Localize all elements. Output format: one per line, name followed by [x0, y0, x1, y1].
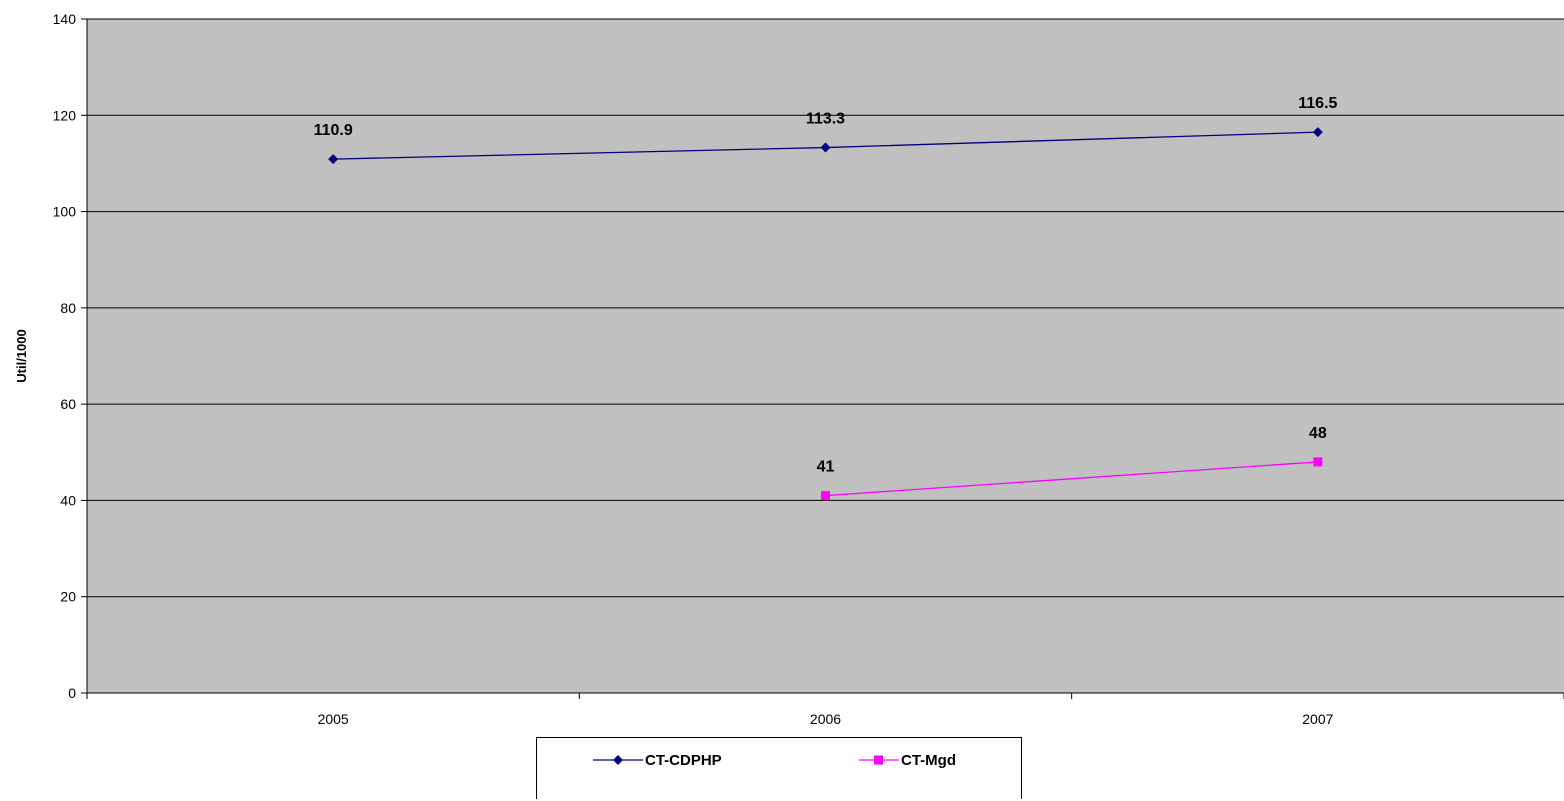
x-tick-label-2006: 2006: [810, 711, 841, 727]
data-label-ct-cdphp-2005: 110.9: [314, 122, 353, 139]
point-ct-cdphp-2007: [1312, 127, 1323, 138]
gridlines: [87, 18, 1564, 598]
y-ticks: 0 20 40 60 80 100 120 140: [53, 11, 87, 701]
legend-swatch-ct-cdphp: [593, 755, 643, 765]
legend-swatch-ct-mgd: [859, 755, 899, 765]
y-tick-label-0: 0: [68, 685, 76, 701]
x-tick-label-2007: 2007: [1302, 711, 1333, 727]
x-tick-label-2005: 2005: [318, 711, 349, 727]
legend-item-ct-cdphp: CT-CDPHP: [593, 738, 722, 782]
legend-label-ct-cdphp: CT-CDPHP: [645, 751, 722, 769]
axes: [86, 19, 1564, 694]
y-axis-title: Util/1000: [14, 329, 29, 382]
data-label-ct-cdphp-2006: 113.3: [806, 111, 845, 128]
legend-item-ct-mgd: CT-Mgd: [859, 738, 956, 782]
point-ct-mgd-2007: [1313, 457, 1323, 467]
y-tick-label-140: 140: [53, 11, 77, 27]
y-tick-label-80: 80: [60, 300, 76, 316]
series-layer: 110.9 113.3 116.5 41 48: [314, 95, 1338, 501]
y-tick-label-100: 100: [53, 204, 77, 220]
series-ct-mgd: 41 48: [817, 425, 1327, 501]
data-label-ct-cdphp-2007: 116.5: [1298, 95, 1337, 112]
series-line-ct-mgd: [825, 461, 1318, 497]
y-tick-label-60: 60: [60, 396, 76, 412]
data-label-ct-mgd-2007: 48: [1309, 425, 1327, 442]
y-tick-label-40: 40: [60, 492, 76, 508]
point-ct-cdphp-2006: [820, 142, 831, 153]
x-ticks: 2005 2006 2007: [86, 693, 1564, 727]
series-ct-cdphp: 110.9 113.3 116.5: [314, 95, 1338, 165]
legend: CT-CDPHP CT-Mgd: [536, 737, 1022, 799]
data-label-ct-mgd-2006: 41: [817, 459, 835, 476]
point-ct-cdphp-2005: [328, 154, 339, 165]
y-tick-label-120: 120: [53, 107, 77, 123]
y-tick-label-20: 20: [60, 589, 76, 605]
legend-label-ct-mgd: CT-Mgd: [901, 751, 956, 769]
point-ct-mgd-2006: [821, 491, 830, 501]
